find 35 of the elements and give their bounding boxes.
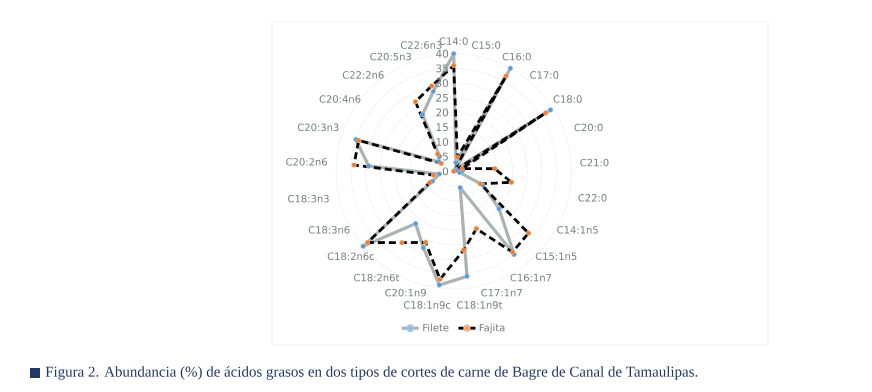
spoke-label: C20:0 — [574, 124, 603, 132]
y-tick-label: 10 — [436, 138, 448, 146]
spoke-label: C16:1n7 — [510, 274, 552, 282]
spoke-label: C20:5n3 — [370, 52, 411, 60]
spoke-label: C22:0 — [578, 194, 607, 202]
y-tick-label: 0 — [442, 167, 448, 176]
spoke-label: C21:0 — [580, 158, 608, 166]
spoke-label: C14:0 — [440, 37, 468, 45]
y-tick-label: 15 — [436, 123, 448, 132]
spoke-label: C16:0 — [502, 52, 531, 60]
spoke-label: C18:3n6 — [308, 226, 350, 234]
text: Figura 2. Abundancia (%) de ácidos grasos en dos tipos de cortes de carne de Bagre de Canal de Tamaulipas. — [46, 366, 698, 380]
spoke-label: C15:1n5 — [536, 252, 576, 260]
spoke-label: C14:1n5 — [557, 226, 598, 234]
y-tick-label: 5 — [442, 152, 448, 160]
legend-label: Fajita — [480, 324, 504, 334]
y-tick-label: 40 — [436, 50, 448, 58]
spoke-label: C15:0 — [472, 41, 500, 49]
spoke-label: C20:2n6 — [286, 158, 327, 166]
y-tick-label: 25 — [436, 94, 448, 102]
legend-label: Filete — [423, 324, 449, 332]
spoke-label: C18:1n9t — [457, 301, 502, 309]
spoke-label: C22:6n3 — [400, 41, 442, 49]
spoke-label: C18:0 — [554, 95, 582, 103]
spoke-label: C18:2n6c — [328, 252, 374, 260]
y-tick-label: 20 — [436, 108, 448, 116]
spoke-label: C17:1n7 — [481, 288, 522, 296]
spoke-label: C18:3n3 — [288, 194, 329, 202]
spoke-label: C18:1n9c — [404, 301, 450, 309]
spoke-label: C20:4n6 — [320, 95, 360, 103]
spoke-label: C20:1n9 — [385, 288, 426, 296]
spoke-label: C22:2n6 — [342, 71, 384, 79]
spoke-label: C17:0 — [530, 71, 558, 79]
spoke-label: C18:2n6t — [354, 274, 400, 282]
spoke-label: C20:3n3 — [298, 124, 339, 132]
